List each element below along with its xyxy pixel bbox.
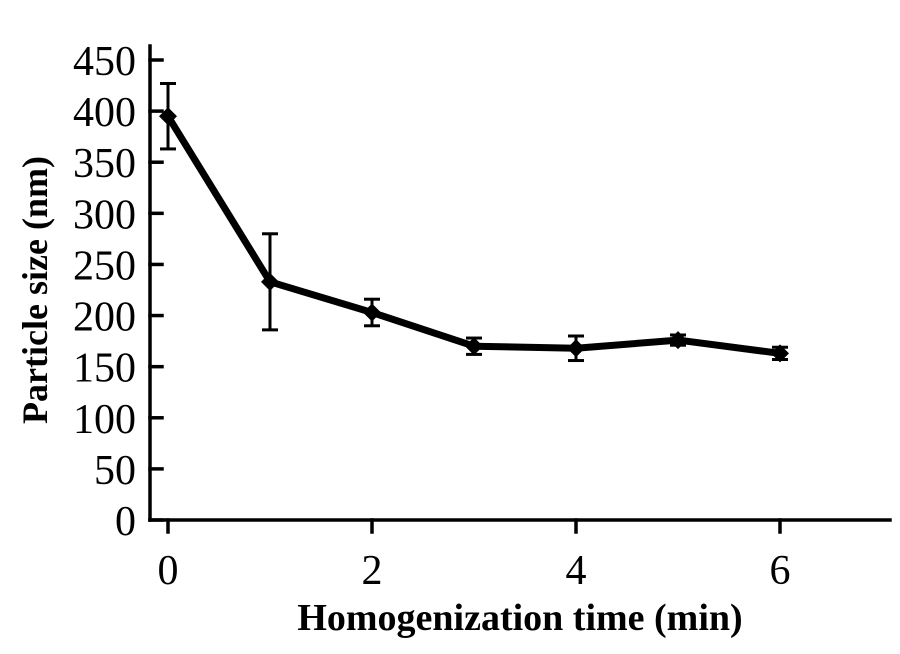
error-bars <box>160 82 788 363</box>
y-tick-label: 450 <box>73 39 136 85</box>
diamond-marker <box>567 339 585 358</box>
y-tick-label: 300 <box>73 192 136 238</box>
y-tick-label: 150 <box>73 346 136 392</box>
x-tick-label: 6 <box>770 548 791 594</box>
y-tick-label: 200 <box>73 295 136 341</box>
y-tick-label: 400 <box>73 90 136 136</box>
x-tick-label: 0 <box>158 548 179 594</box>
x-axis-title: Homogenization time (min) <box>297 597 743 639</box>
diamond-marker <box>771 344 789 363</box>
diamond-marker <box>669 331 687 350</box>
axes <box>148 44 892 534</box>
y-tick-label: 350 <box>73 141 136 187</box>
y-tick-label: 0 <box>115 499 136 545</box>
diamond-marker <box>465 337 483 356</box>
y-tick-label: 50 <box>94 448 136 494</box>
diamond-marker <box>159 107 177 126</box>
x-tick-label: 2 <box>362 548 383 594</box>
diamond-marker <box>261 272 279 291</box>
series-line <box>164 112 784 357</box>
y-axis-title: Particle size (nm) <box>15 156 55 424</box>
y-tick-label: 250 <box>73 243 136 289</box>
data-point-markers <box>159 107 789 363</box>
diamond-marker <box>363 303 381 322</box>
x-tick-label: 4 <box>566 548 587 594</box>
tick-labels: 0 50 100 150 200 250 300 350 400 450 0 2 4 6 <box>73 39 791 594</box>
y-tick-label: 100 <box>73 397 136 443</box>
